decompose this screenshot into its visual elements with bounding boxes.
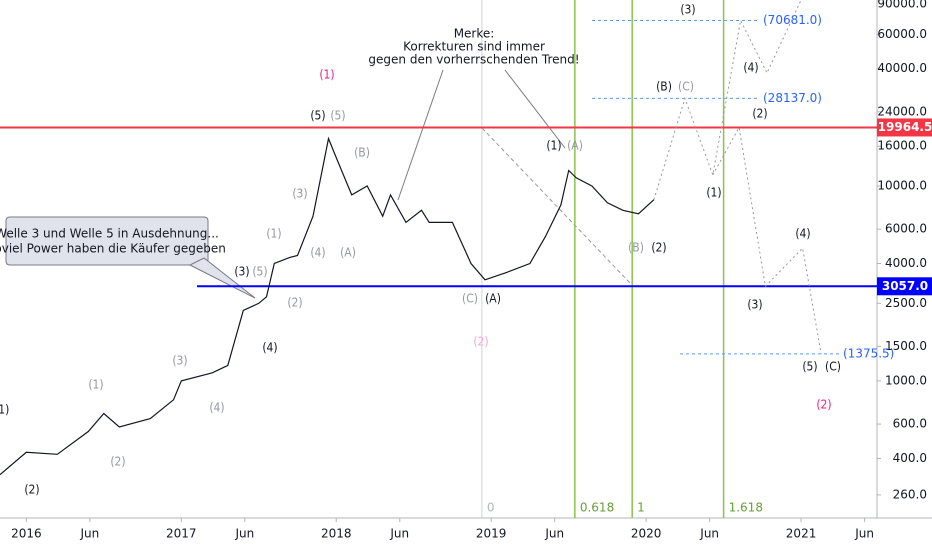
wave-label: (3) <box>292 187 307 201</box>
x-tick-label: Jun <box>544 527 564 541</box>
fib-time-label: 1.618 <box>729 501 763 515</box>
y-tick-label: 90000.0 <box>877 0 927 11</box>
note-text: Korrekturen sind immer <box>403 40 545 54</box>
x-tick-label: Jun <box>854 527 874 541</box>
y-tick-label: 6000.0 <box>885 222 927 236</box>
callout-tail <box>188 257 256 299</box>
y-tick-label: 600.0 <box>893 417 927 431</box>
wave-label: (1) <box>88 378 103 392</box>
y-tick-label: 10000.0 <box>877 178 927 192</box>
x-tick-label: 2019 <box>476 527 507 541</box>
wave-label: (2) <box>110 455 125 469</box>
y-tick-label: 2500.0 <box>885 296 927 310</box>
note-text: Merke: <box>454 27 495 41</box>
wave-label: (5) <box>310 109 325 123</box>
wave-label: (3) <box>680 3 695 17</box>
wave-label: (3) <box>747 298 762 312</box>
price-line-series <box>0 136 655 476</box>
callout-text: Welle 3 und Welle 5 in Ausdehnung... <box>0 227 219 241</box>
price-label-box <box>877 277 932 296</box>
fib-level-label: (28137.0) <box>763 91 822 105</box>
wave-label: (5) <box>802 360 817 374</box>
note-text: gegen den vorherrschenden Trend! <box>368 53 579 67</box>
wave-label: (3) <box>234 265 249 279</box>
wave-label: (5) <box>252 265 267 279</box>
wave-label: (1) <box>706 186 721 200</box>
x-tick-label: Jun <box>699 527 719 541</box>
wave-label: (2) <box>24 483 39 497</box>
wave-label: (4) <box>310 246 325 260</box>
fib-level-label: (1375.5) <box>843 346 894 360</box>
callout-text: soviel Power haben die Käufer gegeben <box>0 242 226 256</box>
y-tick-label: 260.0 <box>893 487 927 501</box>
wave-label: (B) <box>656 80 672 94</box>
wave-label: (A) <box>567 139 583 153</box>
note-pointer <box>397 69 444 201</box>
price-label-box <box>877 118 932 137</box>
wave-label: (4) <box>743 61 758 75</box>
fib-time-label: 1 <box>637 501 645 515</box>
wave-label: (C) <box>825 360 841 374</box>
wave-label: (5) <box>330 109 345 123</box>
price-label: 3057.0 <box>882 279 928 293</box>
y-tick-label: 60000.0 <box>877 27 927 41</box>
wave-label: (C) <box>678 80 694 94</box>
y-tick-label: 4000.0 <box>885 256 927 270</box>
wave-label: (A) <box>340 246 356 260</box>
fib-level-label: (70681.0) <box>763 13 822 27</box>
wave-label: (1) <box>319 68 334 82</box>
wave-label: (4) <box>262 341 277 355</box>
wave-label: (4) <box>795 227 810 241</box>
note-pointer <box>504 69 566 149</box>
wave-label: (2) <box>752 107 767 121</box>
fib-time-label: 0.618 <box>580 501 614 515</box>
x-tick-label: 2018 <box>321 527 352 541</box>
y-tick-label: 24000.0 <box>877 104 927 118</box>
y-tick-label: 16000.0 <box>877 139 927 153</box>
wave-label: (C) <box>462 292 478 306</box>
wave-label: (B) <box>354 146 370 160</box>
fib-time-label: 0 <box>487 501 495 515</box>
x-tick-label: 2017 <box>166 527 197 541</box>
trend-line <box>481 127 631 284</box>
projection-path <box>712 126 822 354</box>
y-tick-label: 1500.0 <box>885 339 927 353</box>
y-tick-label: 1000.0 <box>885 373 927 387</box>
price-label: 19964.5 <box>878 120 932 134</box>
projection-path <box>653 0 802 200</box>
x-tick-label: Jun <box>79 527 99 541</box>
wave-label: (4) <box>209 401 224 415</box>
y-tick-label: 400.0 <box>893 451 927 465</box>
wave-label: (2) <box>473 335 488 349</box>
wave-label: (1) <box>266 227 281 241</box>
wave-label: (2) <box>816 398 831 412</box>
wave-label: (1) <box>0 403 9 417</box>
x-tick-label: 2016 <box>11 527 42 541</box>
wave-label: (2) <box>651 241 666 255</box>
wave-label: (A) <box>485 292 501 306</box>
x-tick-label: 2021 <box>786 527 817 541</box>
y-tick-label: 40000.0 <box>877 61 927 75</box>
x-tick-label: Jun <box>234 527 254 541</box>
wave-label: (2) <box>287 296 302 310</box>
wave-label: (B) <box>628 241 644 255</box>
x-tick-label: Jun <box>389 527 409 541</box>
x-tick-label: 2020 <box>631 527 662 541</box>
wave-label: (1) <box>546 139 561 153</box>
wave-label: (3) <box>172 354 187 368</box>
